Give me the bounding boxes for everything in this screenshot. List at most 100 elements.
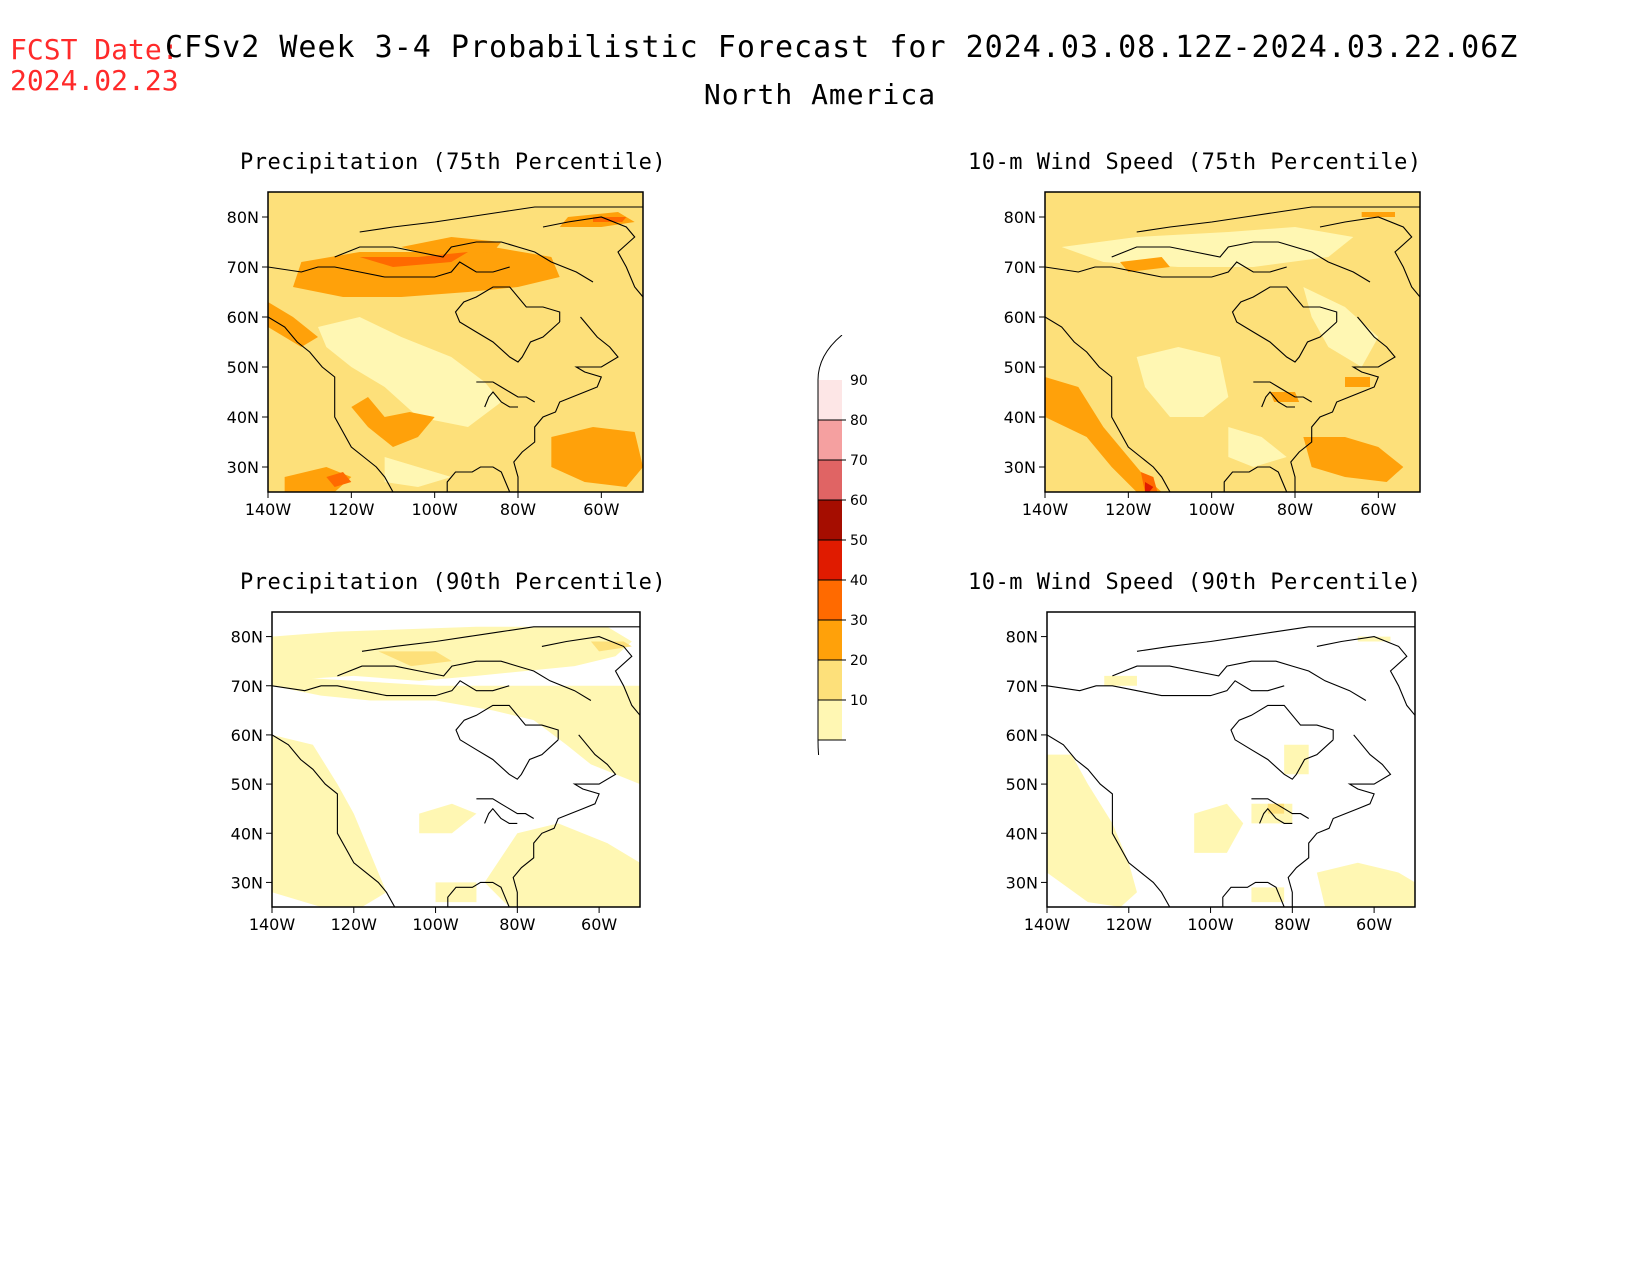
colorbar-swatch bbox=[818, 620, 842, 660]
coastline bbox=[1222, 881, 1285, 907]
probability-region bbox=[318, 317, 502, 427]
map-precip-90: 80N 70N 60N 50N 40N 30N 140W 120W 100W 80W 60W bbox=[231, 611, 641, 934]
probability-region bbox=[1251, 887, 1285, 903]
coastline bbox=[1319, 216, 1420, 298]
lat-tick-label: 80N bbox=[1006, 628, 1038, 647]
coastline bbox=[1136, 626, 1415, 652]
lat-tick-label: 70N bbox=[231, 677, 263, 696]
colorbar-label: 40 bbox=[850, 573, 868, 589]
panel-title: 10-m Wind Speed (90th Percentile) bbox=[968, 570, 1422, 595]
colorbar-swatch bbox=[818, 380, 842, 420]
lon-tick-label: 60W bbox=[581, 915, 617, 934]
colorbar-outline bbox=[817, 335, 843, 755]
panel-title: Precipitation (75th Percentile) bbox=[240, 150, 667, 175]
coastline bbox=[484, 391, 518, 408]
probability-region bbox=[1345, 377, 1370, 387]
lon-tick-label: 140W bbox=[245, 500, 292, 519]
probability-region bbox=[272, 675, 640, 785]
coastline bbox=[542, 216, 643, 298]
lon-tick-label: 120W bbox=[328, 500, 375, 519]
probability-region bbox=[1145, 482, 1154, 492]
lat-tick-label: 60N bbox=[227, 308, 259, 327]
lat-tick-label: 50N bbox=[1006, 775, 1038, 794]
lat-tick-label: 60N bbox=[231, 726, 263, 745]
probability-region bbox=[593, 217, 627, 222]
lat-tick-label: 30N bbox=[227, 458, 259, 477]
coastline bbox=[1223, 466, 1288, 492]
probability-region bbox=[293, 247, 560, 297]
probability-region bbox=[359, 252, 468, 267]
map-wind-75: 80N 70N 60N 50N 40N 30N 140W 120W 100W 80W 60W bbox=[1004, 191, 1421, 519]
lat-tick-label: 40N bbox=[1006, 824, 1038, 843]
coastline bbox=[268, 316, 394, 492]
colorbar-label: 70 bbox=[850, 453, 868, 469]
probability-region bbox=[1104, 675, 1137, 686]
map-frame bbox=[1044, 191, 1421, 493]
probability-region bbox=[1136, 347, 1229, 417]
map-wind-90: 80N 70N 60N 50N 40N 30N 140W 120W 100W 80W 60W bbox=[1006, 611, 1416, 934]
lon-tick-label: 60W bbox=[583, 500, 619, 519]
coastline bbox=[447, 881, 510, 907]
probability-region bbox=[551, 427, 643, 487]
coastline bbox=[361, 626, 640, 652]
coastline bbox=[272, 680, 510, 697]
lat-tick-label: 30N bbox=[231, 873, 263, 892]
coastline bbox=[1290, 316, 1396, 492]
colorbar-swatch bbox=[818, 580, 842, 620]
coastline bbox=[1251, 798, 1309, 819]
coastline bbox=[476, 798, 534, 819]
coastline bbox=[1231, 286, 1338, 363]
lat-tick-label: 70N bbox=[1004, 258, 1036, 277]
probability-region bbox=[590, 641, 632, 652]
panel-title: Precipitation (90th Percentile) bbox=[240, 570, 667, 595]
map-frame bbox=[267, 191, 644, 493]
probability-region bbox=[484, 823, 640, 907]
lon-tick-label: 100W bbox=[412, 915, 459, 934]
coastline bbox=[337, 660, 592, 701]
page-title: CFSv2 Week 3-4 Probabilistic Forecast fo… bbox=[165, 30, 1519, 65]
lon-tick-label: 80W bbox=[1277, 500, 1313, 519]
coastline bbox=[1253, 381, 1312, 403]
coastline bbox=[1047, 734, 1171, 907]
lon-tick-label: 80W bbox=[499, 915, 535, 934]
probability-region bbox=[351, 397, 435, 447]
region-subtitle: North America bbox=[703, 78, 937, 111]
lon-tick-label: 140W bbox=[1022, 500, 1069, 519]
forecast-date: FCST Date: 2024.02.23 bbox=[10, 34, 179, 96]
probability-region bbox=[419, 803, 477, 834]
coastline bbox=[455, 704, 559, 780]
coastline bbox=[1111, 241, 1371, 283]
lon-tick-label: 100W bbox=[1188, 500, 1235, 519]
probability-region bbox=[378, 651, 452, 667]
probability-region bbox=[1047, 754, 1137, 907]
probability-region bbox=[1303, 437, 1404, 482]
probability-region bbox=[1045, 377, 1162, 492]
colorbar-label: 30 bbox=[850, 613, 868, 629]
coastline bbox=[446, 466, 511, 492]
coastline bbox=[541, 636, 640, 716]
probability-region bbox=[1284, 744, 1309, 775]
probability-region bbox=[435, 882, 477, 903]
forecast-date-value: 2024.02.23 bbox=[10, 64, 179, 97]
colorbar-swatch bbox=[818, 420, 842, 460]
coastline bbox=[272, 734, 396, 907]
forecast-date-label: FCST Date: bbox=[10, 33, 179, 66]
colorbar-swatch bbox=[818, 540, 842, 580]
lon-tick-label: 120W bbox=[331, 915, 378, 934]
colorbar: 10 20 30 40 50 60 70 80 90 bbox=[817, 335, 868, 755]
lat-tick-label: 50N bbox=[227, 358, 259, 377]
lat-tick-label: 80N bbox=[1004, 208, 1036, 227]
lat-tick-label: 40N bbox=[231, 824, 263, 843]
colorbar-label: 80 bbox=[850, 413, 868, 429]
probability-region bbox=[326, 472, 352, 487]
colorbar-label: 50 bbox=[850, 533, 868, 549]
probability-region bbox=[1316, 862, 1415, 907]
lon-tick-label: 60W bbox=[1356, 915, 1392, 934]
colorbar-label: 10 bbox=[850, 693, 868, 709]
lat-tick-label: 60N bbox=[1004, 308, 1036, 327]
probability-region bbox=[1194, 803, 1244, 853]
lon-tick-label: 80W bbox=[1274, 915, 1310, 934]
coastline bbox=[1112, 660, 1367, 701]
probability-region bbox=[1303, 287, 1379, 367]
